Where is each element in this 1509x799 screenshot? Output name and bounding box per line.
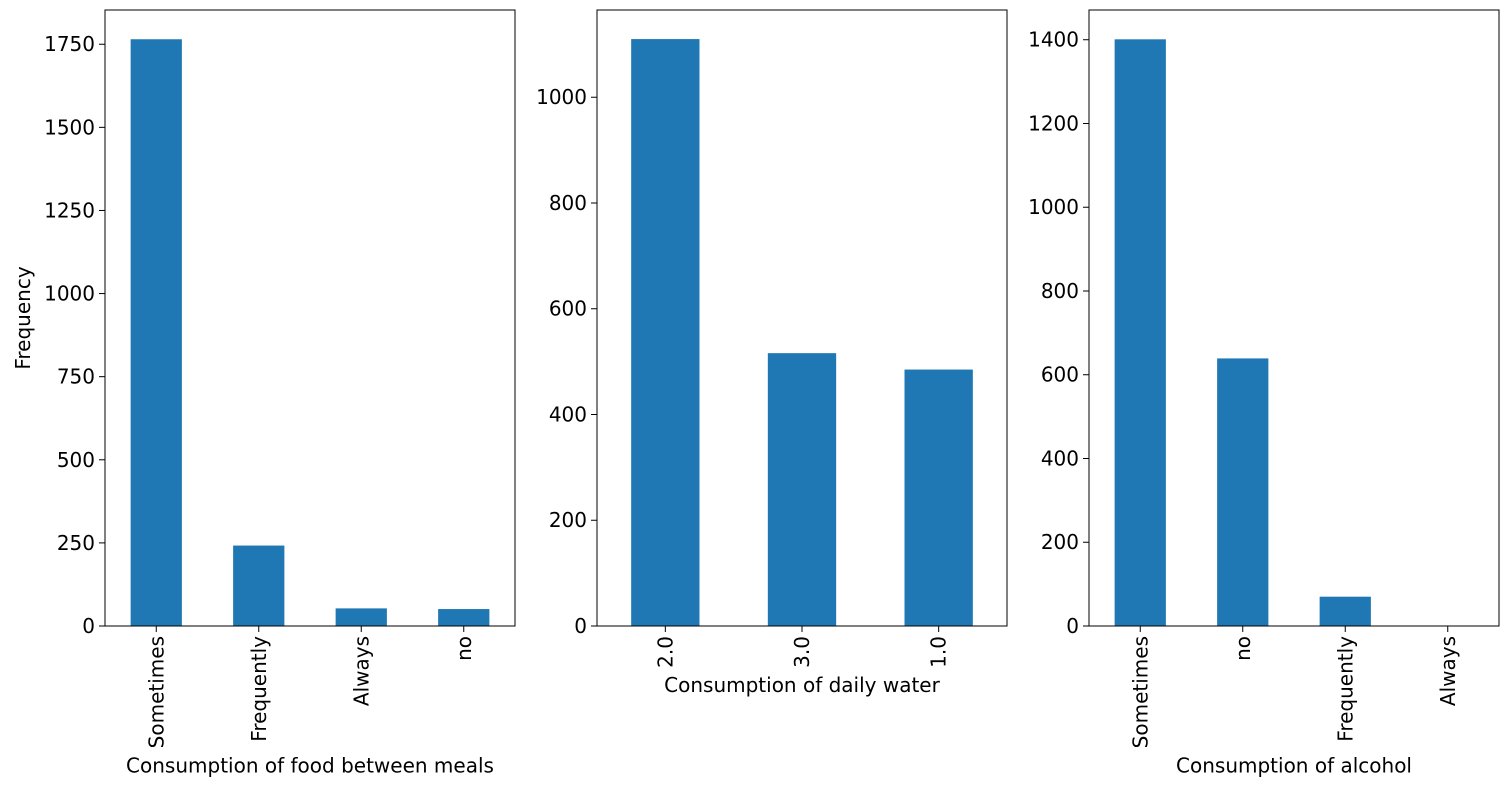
plot-frame [1088, 9, 1500, 627]
y-tick-label: 200 [1041, 530, 1079, 554]
bar-frequently [1319, 596, 1371, 626]
y-tick-label: 400 [549, 402, 587, 426]
y-tick-label: 0 [1066, 614, 1079, 638]
y-tick-label: 1000 [536, 85, 587, 109]
bar-always [335, 608, 387, 626]
y-tick-label: 1400 [1028, 28, 1079, 52]
x-tick-label: no [1231, 636, 1255, 661]
y-tick-label: 800 [549, 191, 587, 215]
y-tick-label: 1500 [44, 115, 95, 139]
y-tick-label: 1750 [44, 32, 95, 56]
y-tick-label: 0 [82, 614, 95, 638]
y-tick-label: 200 [549, 508, 587, 532]
y-tick-label: 250 [57, 531, 95, 555]
y-tick-label: 500 [57, 448, 95, 472]
x-axis-title: Consumption of alcohol [1176, 753, 1412, 777]
x-tick-label: Sometimes [144, 636, 168, 748]
y-tick-label: 800 [1041, 279, 1079, 303]
bar-sometimes [130, 39, 182, 626]
x-tick-label: Always [1436, 636, 1460, 706]
x-tick-label: Always [349, 636, 373, 706]
y-tick-label: 1250 [44, 198, 95, 222]
x-tick-label: 2.0 [653, 636, 677, 668]
bar-1-0 [904, 369, 973, 626]
chart-panel-2: 0 200 400 600 800 1000 2.0 3.0 1.0 Consumption of… [536, 9, 1008, 697]
chart-panel-1: 0 250 500 750 1000 1250 1500 1750 Sometimes Frequ… [11, 9, 516, 777]
bar-3-0 [767, 353, 837, 626]
y-tick-label: 1000 [44, 282, 95, 306]
y-tick-label: 400 [1041, 446, 1079, 470]
plot-frame [104, 9, 516, 627]
bar-2-0 [631, 39, 700, 626]
y-tick-label: 600 [1041, 363, 1079, 387]
bar-frequently [233, 545, 285, 626]
bar-no [1217, 358, 1269, 626]
y-tick-label: 600 [549, 297, 587, 321]
bar-no [438, 609, 490, 626]
x-tick-label: 3.0 [790, 636, 814, 668]
x-tick-label: no [452, 636, 476, 661]
x-axis-title: Consumption of food between meals [126, 753, 494, 777]
x-tick-label: Sometimes [1128, 636, 1152, 748]
y-tick-label: 1000 [1028, 195, 1079, 219]
bar-sometimes [1114, 39, 1166, 627]
y-tick-label: 750 [57, 365, 95, 389]
y-axis-title: Frequency [11, 266, 35, 369]
chart-panel-3: 0 200 400 600 800 1000 1200 1400 Sometimes no Freq… [1028, 9, 1500, 777]
x-tick-label: Frequently [1333, 636, 1357, 742]
x-tick-label: Frequently [247, 636, 271, 742]
y-tick-label: 1200 [1028, 111, 1079, 135]
x-tick-label: 1.0 [927, 636, 951, 668]
y-tick-label: 0 [574, 614, 587, 638]
x-axis-title: Consumption of daily water [664, 673, 940, 697]
